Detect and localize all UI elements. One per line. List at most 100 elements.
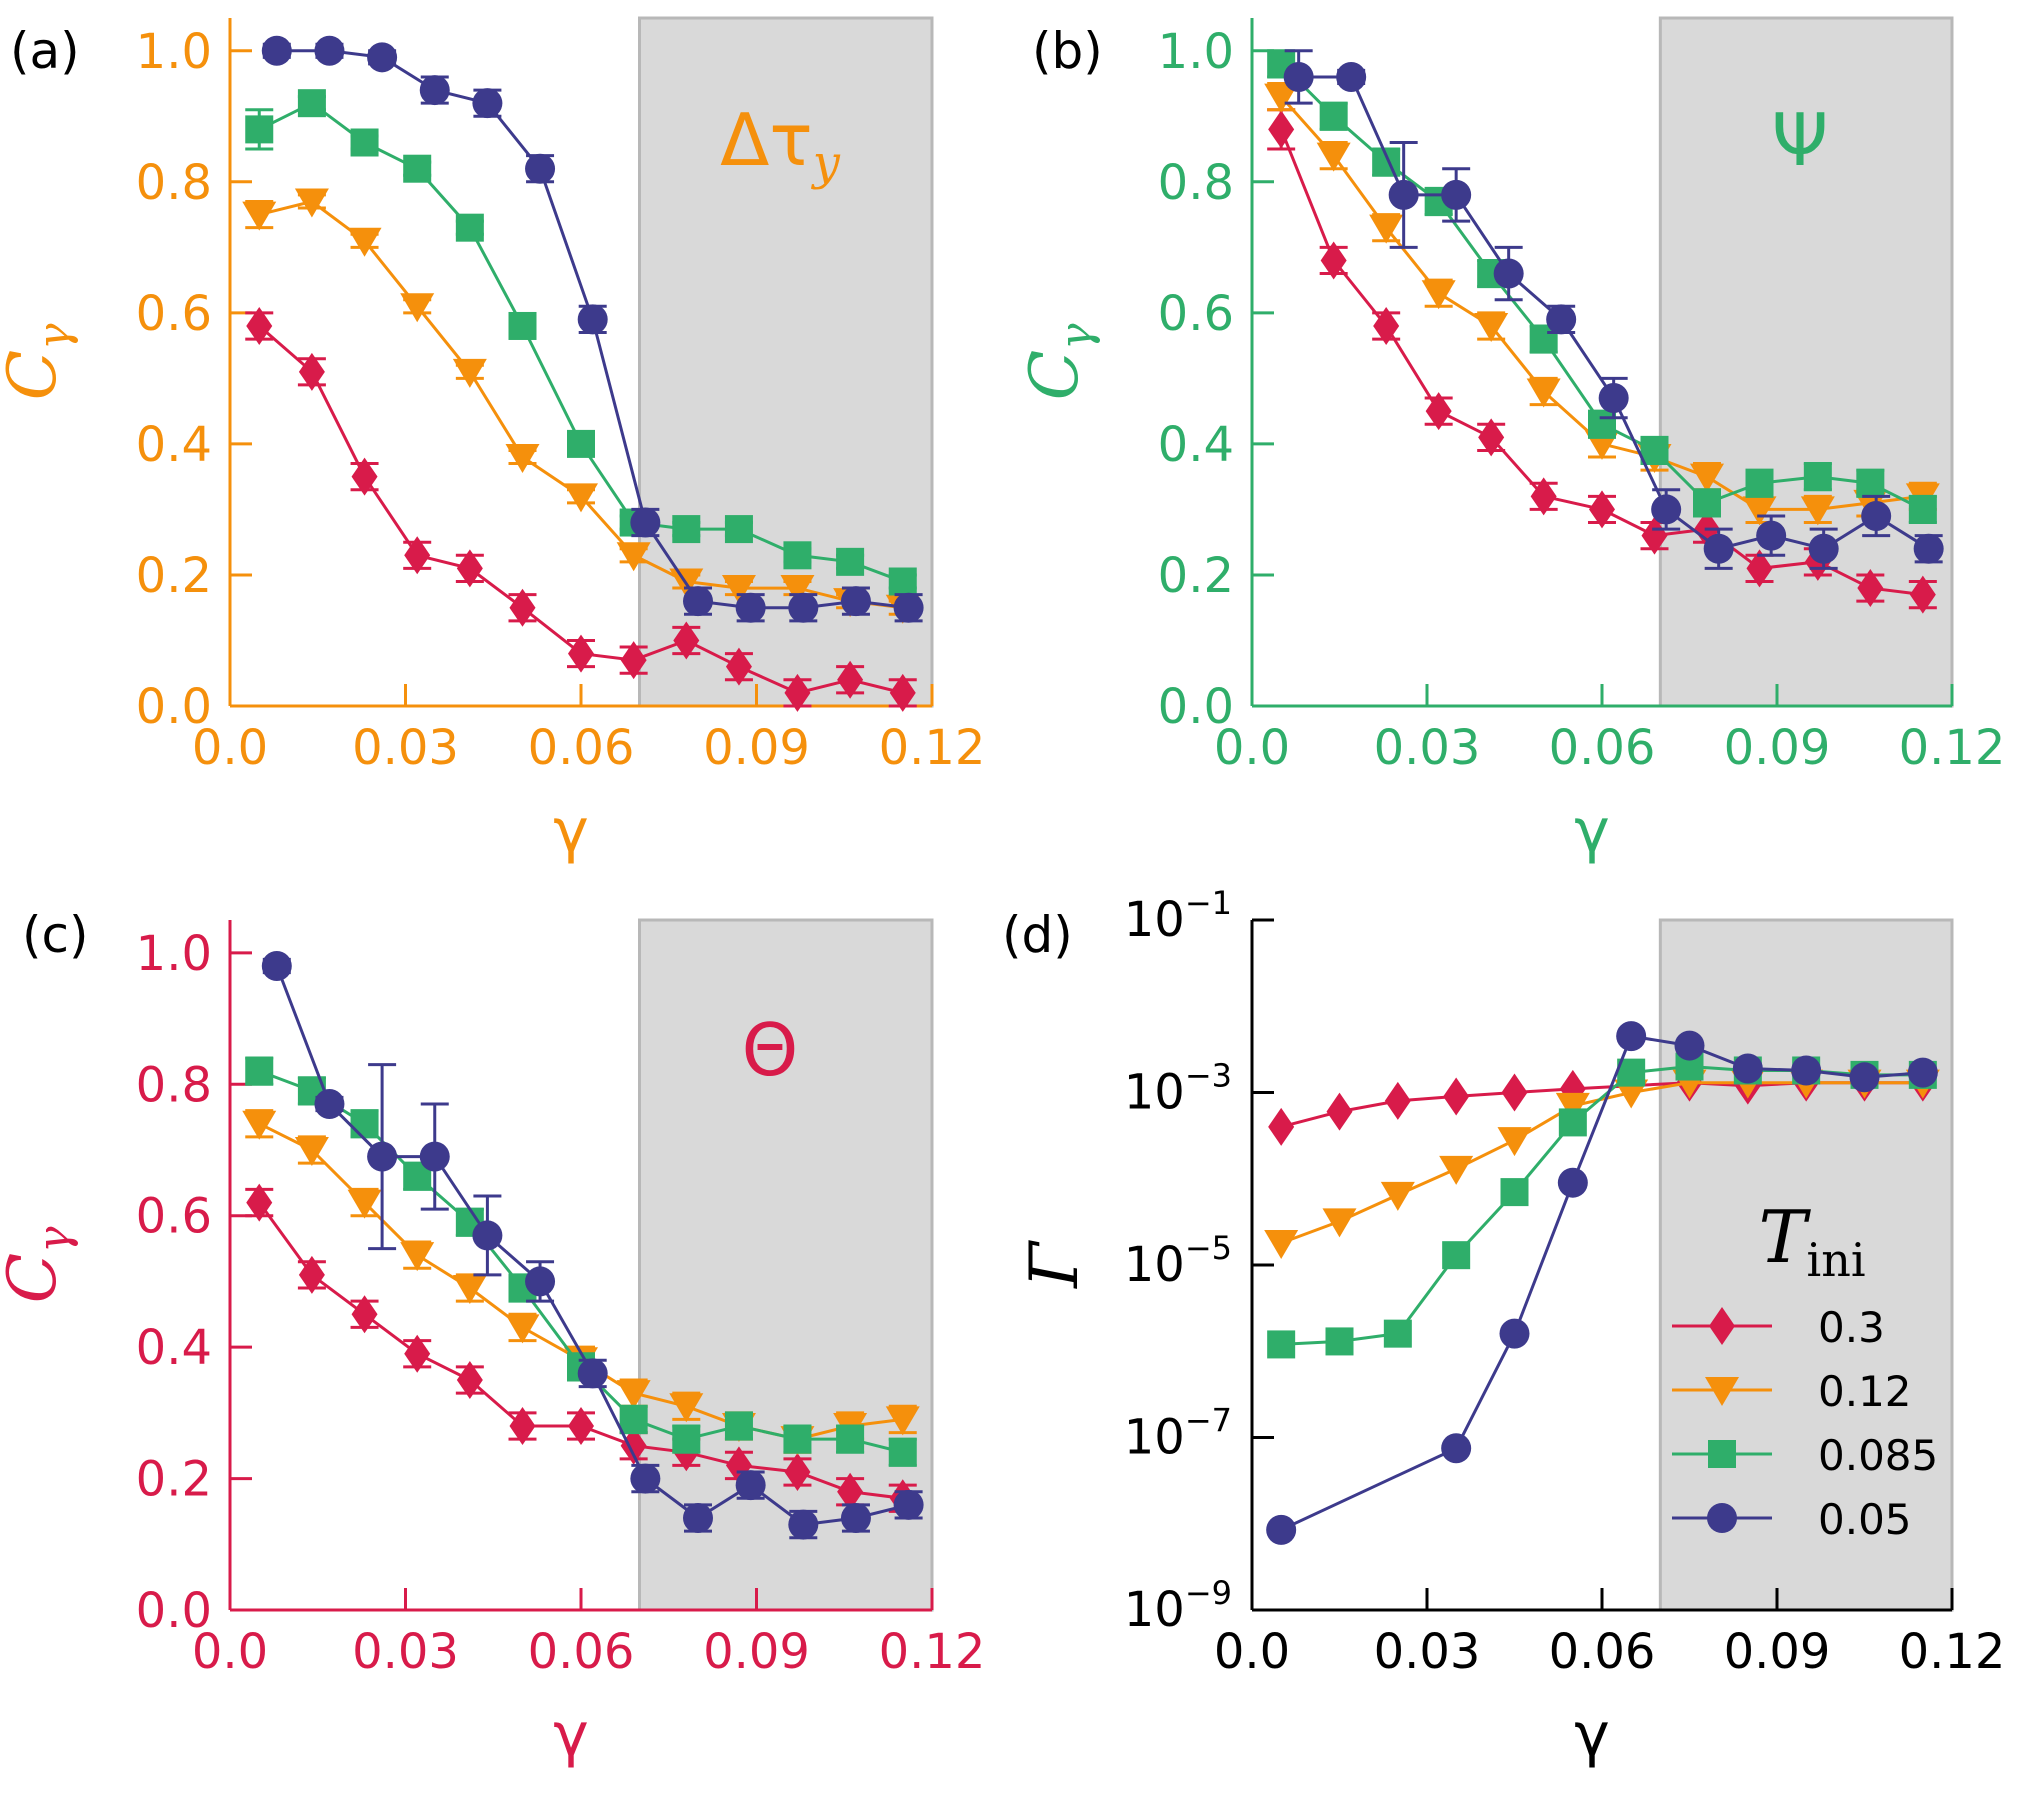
y-axis-label-sub: γ	[29, 323, 80, 350]
data-point	[1803, 462, 1832, 491]
data-point	[509, 1407, 536, 1445]
data-point	[1264, 83, 1299, 113]
data-point	[1703, 533, 1734, 564]
legend-label: 0.12	[1818, 1367, 1912, 1416]
y-tick-label: 0.8	[136, 1057, 212, 1113]
data-point	[724, 515, 753, 544]
y-tick-label: 0.0	[136, 1583, 212, 1639]
data-point	[616, 1380, 651, 1410]
data-point	[567, 429, 595, 458]
data-point	[245, 115, 274, 144]
legend-marker	[1707, 1503, 1737, 1533]
legend-entry: 0.085	[1672, 1431, 1938, 1480]
data-point	[505, 1314, 540, 1344]
y-tick-label: 0.4	[136, 1320, 212, 1376]
y-tick-base: 10	[1124, 1582, 1185, 1638]
legend-marker	[1709, 1307, 1735, 1345]
x-axis-label: γ	[553, 796, 589, 866]
data-point	[673, 621, 700, 660]
x-tick-label: 0.12	[1899, 1624, 2006, 1680]
data-point	[1501, 1073, 1528, 1112]
data-point	[261, 35, 292, 66]
x-tick-label: 0.09	[1724, 1624, 1831, 1680]
data-point	[1651, 494, 1682, 525]
data-point	[261, 951, 292, 981]
y-tick-label: 0.8	[1158, 155, 1234, 211]
data-point	[403, 154, 432, 183]
data-point	[351, 1295, 378, 1334]
y-tick-label: 1.0	[1158, 24, 1234, 80]
data-point	[1800, 496, 1835, 526]
y-tick-label: 0.4	[1158, 417, 1234, 473]
panel-letter: (b)	[1032, 22, 1103, 80]
legend-marker	[1705, 1377, 1739, 1406]
data-point	[242, 1110, 277, 1140]
data-point	[455, 213, 484, 242]
series-0.3	[245, 306, 917, 712]
legend-title-sub: ini	[1806, 1233, 1865, 1287]
legend-title: Tini	[1758, 1195, 1865, 1287]
data-point	[1268, 110, 1295, 149]
legend-label: 0.05	[1818, 1495, 1912, 1544]
data-point	[1557, 1167, 1588, 1198]
data-point	[1558, 1108, 1587, 1137]
y-axis-label-main: C	[0, 1253, 71, 1304]
annotation-symbol: Δτ	[720, 98, 813, 182]
x-tick-label: 0.0	[192, 720, 268, 776]
data-point	[525, 1266, 556, 1297]
legend-title-symbol: T	[1758, 1195, 1811, 1279]
x-tick-label: 0.03	[1374, 1624, 1481, 1680]
data-point	[1283, 61, 1314, 92]
y-tick-label: 0.8	[136, 155, 212, 211]
data-point	[783, 541, 812, 570]
y-axis-label: Cγ	[0, 323, 80, 401]
y-axis-label: Cγ	[0, 1226, 80, 1304]
y-tick-label: 0.6	[1158, 286, 1234, 342]
x-axis-label: γ	[553, 1700, 589, 1770]
data-point	[1497, 1127, 1532, 1157]
data-point	[404, 1334, 431, 1373]
data-point	[577, 304, 608, 335]
annotation-symbol: Θ	[742, 1008, 799, 1092]
data-point	[889, 673, 916, 712]
data-point	[472, 88, 503, 119]
data-point	[1500, 1178, 1529, 1207]
data-point	[1546, 304, 1577, 335]
x-tick-label: 0.03	[352, 1624, 459, 1680]
data-point	[367, 42, 398, 73]
data-point	[836, 547, 865, 576]
data-point	[1555, 1092, 1590, 1122]
data-point	[620, 641, 647, 680]
y-tick-exponent: −3	[1185, 1057, 1232, 1095]
data-point	[1421, 280, 1456, 310]
data-point	[1745, 469, 1774, 498]
series-0.05	[261, 35, 924, 623]
x-tick-label: 0.12	[879, 720, 986, 776]
panel-b: 0.0 0.03 0.06 0.09 0.120.00.20.40.60.81.0γCγ…	[1016, 16, 2005, 866]
x-tick-label: 0.06	[1549, 1624, 1656, 1680]
data-point	[1384, 1081, 1411, 1120]
data-point	[1441, 1433, 1472, 1464]
data-point	[837, 660, 864, 699]
y-axis-label-main: Γ	[1016, 1240, 1093, 1290]
y-tick-label: 1.0	[136, 24, 212, 80]
y-tick-label: 10−5	[1124, 1229, 1232, 1293]
data-point	[400, 1242, 435, 1272]
data-point	[246, 306, 273, 345]
data-point	[1319, 102, 1348, 131]
data-point	[1336, 61, 1367, 92]
data-point	[1913, 533, 1944, 564]
x-tick-label: 0.03	[1374, 720, 1481, 776]
data-point	[1499, 1318, 1530, 1349]
data-point	[1808, 533, 1839, 564]
legend-entry: 0.12	[1672, 1367, 1912, 1416]
data-point	[297, 89, 326, 118]
data-point	[1325, 1327, 1354, 1356]
shaded-region	[1658, 918, 1954, 1612]
data-point	[735, 592, 766, 623]
data-point	[1530, 477, 1557, 516]
panel-a: 0.0 0.03 0.06 0.09 0.120.00.20.40.60.81.0γCγ…	[0, 16, 986, 866]
data-point	[1849, 1062, 1880, 1093]
data-point	[735, 1470, 766, 1501]
data-point	[1526, 378, 1561, 408]
